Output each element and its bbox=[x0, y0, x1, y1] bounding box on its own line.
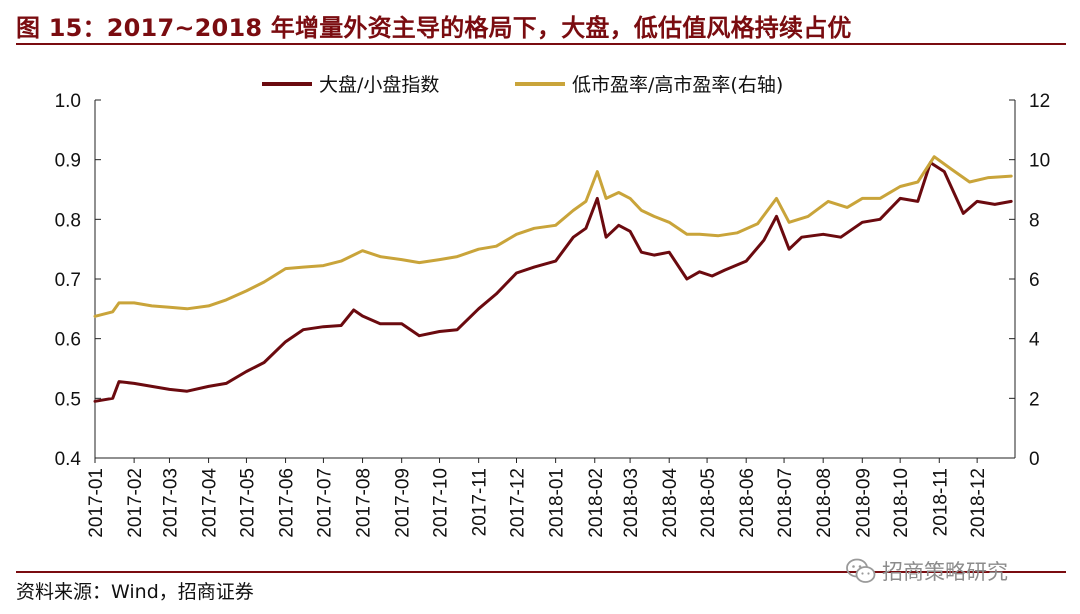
x-tick-label: 2017-10 bbox=[431, 468, 452, 538]
legend-item: 大盘/小盘指数 bbox=[262, 74, 439, 96]
y-right-tick-label: 10 bbox=[1029, 151, 1050, 172]
x-tick-label: 2018-01 bbox=[547, 468, 568, 538]
y-left-tick-label: 0.4 bbox=[55, 449, 82, 470]
x-tick-label: 2017-08 bbox=[354, 468, 375, 538]
source-note: 资料来源：Wind，招商证券 bbox=[16, 581, 254, 603]
x-tick-label: 2018-10 bbox=[891, 468, 912, 538]
x-tick-label: 2017-09 bbox=[393, 468, 414, 538]
x-tick-label: 2017-01 bbox=[86, 468, 107, 538]
x-tick-label: 2017-04 bbox=[200, 468, 221, 538]
x-tick-label: 2018-06 bbox=[737, 468, 758, 538]
chart-axes: 0.4 0.5 0.6 0.7 0.8 0.9 1.0 0 2 4 6 8 10 12 2017-01 201… bbox=[55, 91, 1051, 538]
series-line-large-small bbox=[93, 161, 1013, 403]
x-tick-label: 2018-05 bbox=[698, 468, 719, 538]
x-tick-label: 2018-07 bbox=[775, 468, 796, 538]
x-tick-label: 2018-11 bbox=[930, 468, 951, 536]
x-tick-label: 2018-09 bbox=[853, 468, 874, 538]
watermark: 招商策略研究 bbox=[846, 556, 1008, 586]
watermark-text: 招商策略研究 bbox=[882, 560, 1008, 584]
y-left-tick-label: 0.7 bbox=[55, 270, 81, 291]
wechat-icon bbox=[846, 558, 876, 583]
legend-label: 大盘/小盘指数 bbox=[319, 74, 439, 96]
x-tick-label: 2018-03 bbox=[621, 468, 642, 538]
x-tick-label: 2017-06 bbox=[277, 468, 298, 538]
y-left-tick-label: 0.8 bbox=[55, 210, 81, 231]
y-right-tick-label: 0 bbox=[1029, 449, 1040, 470]
legend-label: 低市盈率/高市盈率(右轴) bbox=[572, 74, 783, 96]
x-tick-label: 2018-08 bbox=[814, 468, 835, 538]
chart-title: 图 15：2017~2018 年增量外资主导的格局下，大盘，低估值风格持续占优 bbox=[16, 14, 852, 42]
x-tick-label: 2017-07 bbox=[314, 468, 335, 538]
y-left-tick-label: 0.9 bbox=[55, 151, 81, 172]
x-tick-label: 2018-04 bbox=[660, 468, 681, 538]
series-line-pe-ratio bbox=[93, 155, 1013, 318]
y-left-tick-label: 0.5 bbox=[55, 389, 81, 410]
chart-series-lines bbox=[93, 155, 1013, 403]
chart-legend: 大盘/小盘指数 低市盈率/高市盈率(右轴) bbox=[262, 74, 783, 96]
y-right-tick-label: 4 bbox=[1029, 330, 1040, 351]
y-left-tick-label: 0.6 bbox=[55, 330, 81, 351]
y-right-tick-label: 2 bbox=[1029, 389, 1040, 410]
y-right-tick-label: 12 bbox=[1029, 91, 1050, 112]
x-tick-label: 2017-11 bbox=[470, 468, 491, 536]
y-right-tick-label: 6 bbox=[1029, 270, 1040, 291]
title-rule bbox=[16, 43, 1066, 45]
x-tick-label: 2017-03 bbox=[160, 468, 181, 538]
x-tick-label: 2017-02 bbox=[125, 468, 146, 538]
x-tick-label: 2018-12 bbox=[968, 468, 989, 538]
y-left-tick-label: 1.0 bbox=[55, 91, 81, 112]
source-rule bbox=[16, 571, 1066, 573]
y-right-tick-label: 8 bbox=[1029, 210, 1040, 231]
x-tick-label: 2018-02 bbox=[586, 468, 607, 538]
x-tick-label: 2017-12 bbox=[508, 468, 529, 538]
x-tick-label: 2017-05 bbox=[237, 468, 258, 538]
legend-item: 低市盈率/高市盈率(右轴) bbox=[515, 74, 783, 96]
